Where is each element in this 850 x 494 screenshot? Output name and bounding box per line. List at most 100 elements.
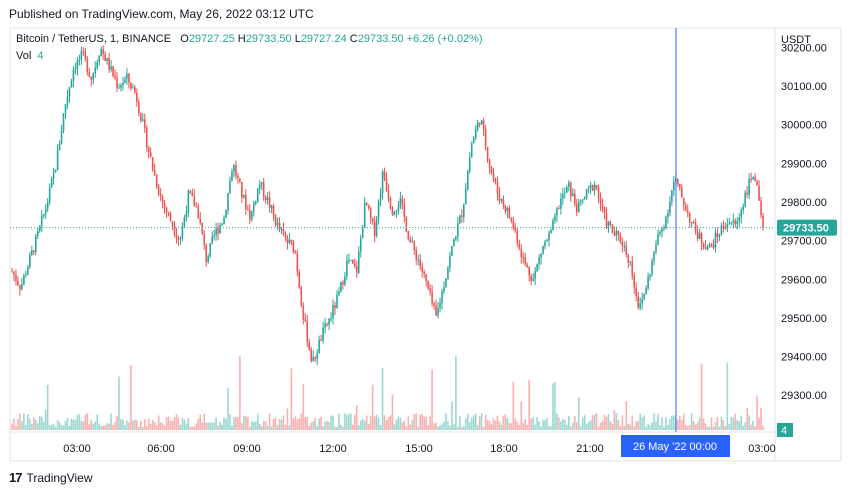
candle-body [219,225,221,234]
volume-bar [72,419,75,430]
candle-body [443,287,445,292]
volume-bar [128,422,130,430]
candle-body [177,237,180,240]
candle-body [512,220,515,229]
volume-bar [215,417,217,430]
volume-bar [256,413,259,430]
candle-body [274,215,277,226]
candle-body [597,187,600,198]
volume-bar [720,416,723,430]
candle-body [407,231,410,240]
candle-body [463,204,465,217]
volume-bar [568,415,570,430]
volume-bar [457,426,459,430]
volume-bar [19,413,21,430]
volume-bar [609,421,612,430]
candle-body [411,241,414,243]
candle-body [209,243,211,257]
candle-body [76,59,79,70]
volume-bar [143,419,146,430]
volume-bar [508,423,511,430]
candle-body [86,58,89,73]
volume-bar [245,415,247,430]
volume-bar [304,417,307,430]
volume-bar [419,414,422,430]
volume-bar [25,424,27,430]
candle-body [571,193,574,197]
volume-bar [217,425,219,430]
candle-body [461,215,463,217]
volume-bar [637,421,639,430]
candle-body [40,216,43,226]
candle-body [379,193,382,202]
candle-body [637,296,639,308]
candle-body [330,318,332,320]
candle-body [361,227,364,239]
volume-bar [663,426,665,430]
candle-body [175,234,178,238]
volume-bar [60,424,63,430]
volume-bar [409,424,412,430]
volume-bar [359,420,362,430]
candle-body [599,197,602,205]
candle-body [189,190,192,194]
candle-body [393,212,396,215]
candle-body [155,175,158,187]
volume-bar [455,355,457,430]
candle-body [459,215,461,224]
candle-body [516,231,519,244]
candle-body [738,217,741,222]
volume-bar [659,425,661,430]
volume-bar [320,416,322,430]
candle-body [750,178,752,180]
brand-name[interactable]: TradingView [26,470,93,485]
candle-body [615,231,618,236]
candle-body [298,271,301,288]
volume-bar [203,413,206,430]
candle-body [179,238,182,240]
volume-bar [762,425,764,430]
volume-bar [225,418,227,430]
volume-bar [680,419,683,430]
volume-bar [613,409,616,430]
volume-bar [270,426,273,430]
candle-body [530,275,532,282]
volume-bar [474,413,477,430]
volume-bar [268,413,271,430]
candle-body [114,76,116,79]
candle-body [544,241,546,247]
candle-body [324,323,326,328]
candle-body [357,251,360,273]
open-label: O [180,33,189,45]
candle-body [708,244,711,248]
volume-bar [385,420,388,430]
volume-bar [355,404,358,430]
volume-bar [34,420,37,430]
candle-body [548,232,550,241]
candle-body [631,261,634,276]
candle-body [669,201,671,213]
candle-body [151,157,154,171]
volume-bar [36,423,39,430]
volume-bar [50,424,53,430]
footer: 17 TradingView [9,470,93,485]
last-volume-label: 4 [781,425,787,437]
volume-bar [760,407,762,430]
candle-body [147,147,150,153]
y-tick-label: 29800.00 [781,197,827,209]
candle-body [50,178,53,188]
candle-body [647,277,649,289]
volume-bar [181,418,184,430]
candle-body [254,201,257,205]
candle-body [153,170,156,176]
volume-bar [31,423,33,430]
candle-body [252,204,255,212]
volume-bar [185,423,188,430]
candle-body [445,278,447,288]
volume-bar [229,414,231,430]
tradingview-logo-icon[interactable]: 17 [9,470,23,485]
volume-bar [466,413,469,430]
candle-body [280,228,283,230]
volume-value: 4 [37,50,44,62]
